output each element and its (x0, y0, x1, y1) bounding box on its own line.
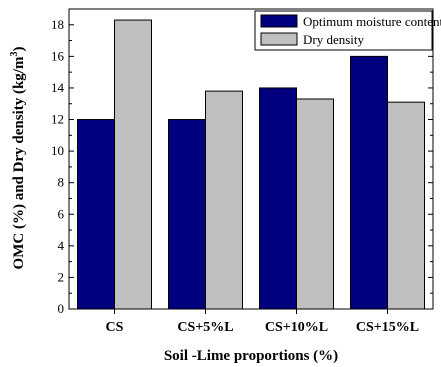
y-tick-label: 16 (51, 48, 65, 63)
bar-dry-density (114, 19, 152, 310)
legend-label: Optimum moisture content (303, 14, 441, 29)
legend: Optimum moisture content Dry density (254, 10, 441, 51)
y-tick-label: 6 (58, 206, 65, 221)
bar-omc (259, 87, 297, 310)
bar-dry-density (296, 98, 334, 310)
y-tick-label: 2 (58, 269, 65, 284)
bar-omc (77, 119, 115, 310)
plot-frame (68, 8, 434, 310)
y-tick-label: 8 (58, 175, 65, 190)
y-tick-label: 14 (51, 80, 65, 95)
bar-dry-density (205, 90, 243, 310)
legend-label: Dry density (303, 32, 365, 47)
x-tick-label: CS+5%L (177, 320, 233, 335)
bar-omc (168, 119, 206, 310)
x-tick-label: CS+15%L (356, 320, 419, 335)
y-tick-label: 0 (58, 301, 65, 316)
y-axis-title: OMC (%) and Dry density (kg/m3) (9, 47, 27, 270)
y-tick-label: 10 (51, 143, 64, 158)
y-tick-label: 4 (58, 238, 65, 253)
y-axis-title-sup: 3 (9, 52, 20, 57)
x-axis-title: Soil -Lime proportions (%) (164, 348, 338, 364)
x-tick-label: CS+10%L (265, 320, 328, 335)
bar-dry-density (387, 101, 425, 310)
y-tick-label: 12 (51, 112, 64, 127)
x-tick-label: CS (106, 320, 124, 335)
bar-omc (350, 55, 388, 310)
y-tick-label: 18 (51, 17, 64, 32)
legend-swatch (260, 14, 298, 28)
y-axis-title-end: ) (11, 47, 27, 52)
legend-swatch (260, 32, 298, 46)
y-axis-title-main: OMC (%) and Dry density (kg/m (11, 56, 27, 269)
